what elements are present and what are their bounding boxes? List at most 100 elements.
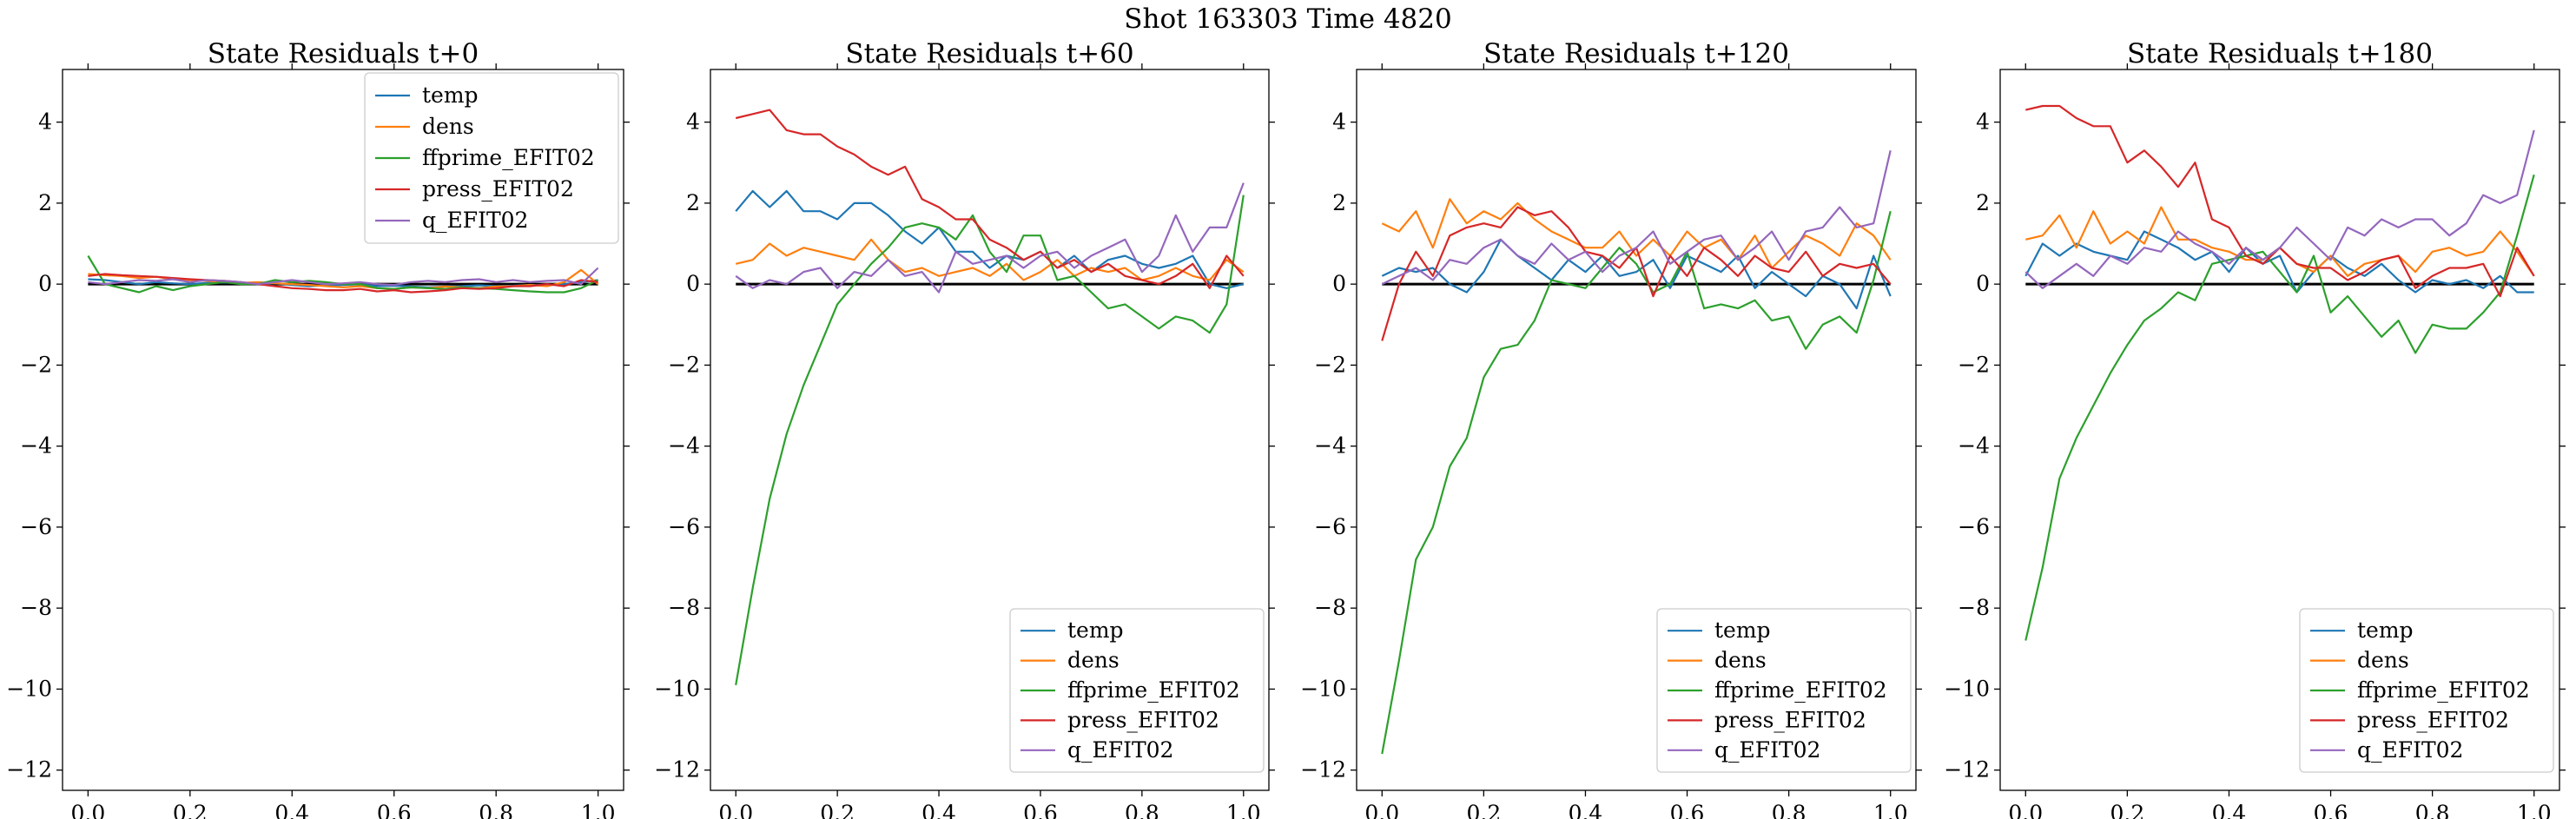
y-tick-label: 4 (1976, 109, 1990, 135)
x-tick-label: 0.4 (1569, 801, 1603, 819)
x-tick-label: 1.0 (1873, 801, 1908, 819)
y-tick-label: −2 (1958, 352, 1990, 377)
y-tick-label: −4 (1314, 433, 1346, 459)
panel-title: State Residuals t+120 (1483, 38, 1789, 69)
y-tick-label: 0 (38, 271, 52, 296)
x-tick-label: 0.0 (1364, 801, 1399, 819)
x-tick-label: 0.0 (70, 801, 105, 819)
y-tick-label: 2 (686, 190, 700, 215)
x-tick-label: 0.2 (173, 801, 208, 819)
series-line-dens (735, 238, 1245, 281)
legend-label: q_EFIT02 (422, 208, 528, 233)
y-tick-label: −10 (1944, 676, 1990, 701)
x-tick-label: 0.6 (377, 801, 412, 819)
chart-panel-2: State Residuals t+120 0.0 0.2 0.4 0.6 0.8 1.0 4… (1300, 38, 1922, 819)
legend-label: dens (1067, 648, 1120, 673)
legend-label: q_EFIT02 (1714, 737, 1820, 763)
y-tick-label: −6 (20, 514, 52, 539)
legend-label: temp (2357, 618, 2414, 643)
x-tick-label: 0.4 (921, 801, 956, 819)
y-tick-label: −2 (668, 352, 700, 377)
y-tick-label: −8 (1314, 595, 1346, 620)
legend-label: dens (422, 114, 474, 139)
legend-label: temp (422, 83, 479, 108)
legend-label: press_EFIT02 (422, 176, 574, 201)
y-tick-label: 2 (1332, 190, 1346, 215)
axes-frame (1356, 69, 1917, 791)
y-tick-label: −10 (1300, 676, 1346, 701)
y-tick-label: −12 (1300, 757, 1346, 783)
y-tick-label: −4 (20, 433, 52, 459)
x-tick-label: 0.2 (2110, 801, 2144, 819)
y-tick-label: −8 (1958, 595, 1990, 620)
legend-label: dens (1714, 648, 1767, 673)
series-line-ffprime_EFIT02 (2024, 174, 2535, 641)
y-tick-label: −10 (654, 676, 700, 701)
y-tick-label: −6 (668, 514, 700, 539)
x-tick-label: 1.0 (2517, 801, 2552, 819)
x-tick-label: 0.2 (820, 801, 855, 819)
series-line-ffprime_EFIT02 (1381, 210, 1892, 755)
y-tick-label: 0 (1976, 271, 1990, 296)
legend-label: ffprime_EFIT02 (2357, 677, 2530, 703)
axes-frame (62, 69, 624, 791)
legend-label: dens (2357, 648, 2409, 673)
chart-panel-0: State Residuals t+0 0.0 0.2 0.4 0.6 0.8 1.0 4 2 0… (6, 38, 630, 819)
y-tick-label: 4 (1332, 109, 1346, 135)
series-line-q_EFIT02 (2024, 129, 2535, 289)
legend: temp dens ffprime_EFIT02 press_EFIT02 q_EFIT… (1656, 608, 1912, 773)
legend-label: q_EFIT02 (2357, 737, 2463, 763)
legend-box (364, 72, 619, 244)
x-tick-label: 0.2 (1466, 801, 1501, 819)
legend-label: temp (1714, 618, 1771, 643)
y-tick-label: −12 (1944, 757, 1990, 783)
legend: temp dens ffprime_EFIT02 press_EFIT02 q_EFIT… (2299, 608, 2554, 773)
y-tick-label: −12 (6, 757, 52, 783)
panel-title: State Residuals t+60 (845, 38, 1133, 69)
y-tick-label: −8 (20, 595, 52, 620)
legend-label: temp (1067, 618, 1124, 643)
panel-title: State Residuals t+0 (208, 38, 479, 69)
y-tick-label: −12 (654, 757, 700, 783)
series-line-temp (735, 189, 1245, 289)
series-line-q_EFIT02 (1381, 150, 1892, 286)
series-line-q_EFIT02 (735, 182, 1245, 294)
y-tick-label: −6 (1314, 514, 1346, 539)
legend-label: ffprime_EFIT02 (1067, 677, 1240, 703)
y-tick-label: −4 (1958, 433, 1990, 459)
y-tick-label: −6 (1958, 514, 1990, 539)
y-tick-label: 2 (38, 190, 52, 215)
legend-label: ffprime_EFIT02 (1714, 677, 1887, 703)
x-tick-label: 0.0 (718, 801, 753, 819)
legend-box (1656, 608, 1912, 773)
series-line-q_EFIT02 (88, 267, 599, 287)
y-tick-label: 2 (1976, 190, 1990, 215)
x-tick-label: 0.0 (2008, 801, 2043, 819)
series-line-press_EFIT02 (88, 273, 598, 294)
axes-frame (710, 69, 1270, 791)
series-line-dens (1381, 198, 1892, 269)
y-tick-label: −2 (1314, 352, 1346, 377)
series-line-press_EFIT02 (2025, 104, 2535, 298)
x-tick-label: 0.6 (1023, 801, 1058, 819)
y-tick-label: −10 (6, 676, 52, 701)
legend-label: ffprime_EFIT02 (422, 145, 595, 170)
legend-label: press_EFIT02 (2357, 707, 2509, 732)
x-tick-label: 0.4 (274, 801, 309, 819)
figure-suptitle: Shot 163303 Time 4820 (1124, 3, 1451, 35)
x-tick-label: 1.0 (581, 801, 616, 819)
legend-box (1009, 608, 1265, 773)
x-tick-label: 0.8 (1125, 801, 1159, 819)
y-tick-label: 4 (38, 109, 52, 135)
series-line-press_EFIT02 (735, 109, 1245, 289)
legend-label: press_EFIT02 (1714, 707, 1866, 732)
series-line-ffprime_EFIT02 (735, 195, 1245, 685)
y-tick-label: −2 (20, 352, 52, 377)
legend: temp dens ffprime_EFIT02 press_EFIT02 q_EFIT… (1009, 608, 1265, 773)
x-tick-label: 1.0 (1226, 801, 1261, 819)
axes-frame (1999, 69, 2560, 791)
y-tick-label: 0 (1332, 271, 1346, 296)
y-tick-label: 4 (686, 109, 700, 135)
legend-box (2299, 608, 2554, 773)
